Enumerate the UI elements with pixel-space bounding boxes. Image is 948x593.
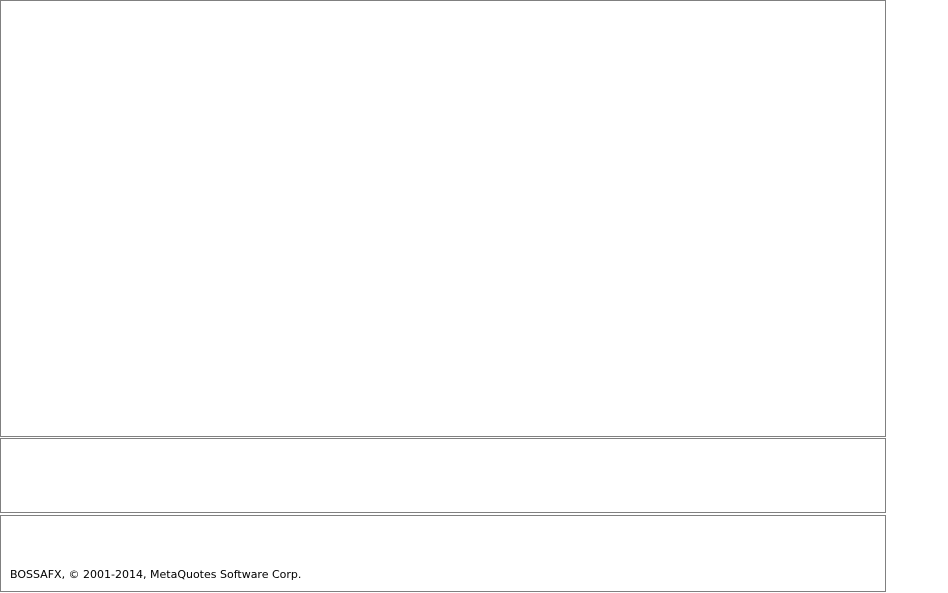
copyright: BOSSAFX, © 2001-2014, MetaQuotes Softwar… (10, 568, 301, 581)
rsi-panel-frame (0, 438, 886, 513)
main-panel-frame (0, 0, 886, 437)
stoch-panel-frame (0, 515, 886, 592)
